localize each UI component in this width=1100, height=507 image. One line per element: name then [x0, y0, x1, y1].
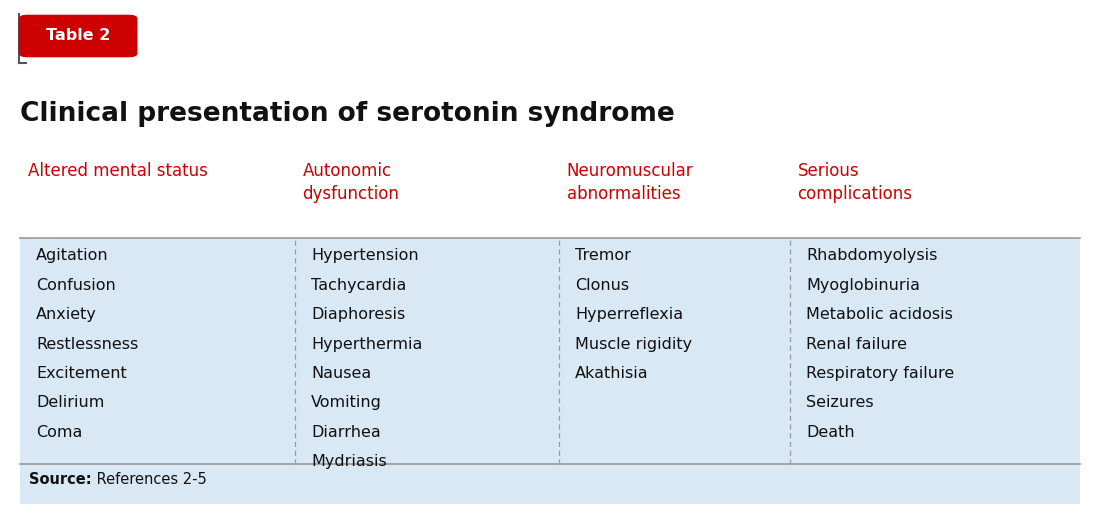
- Bar: [20, 238, 1080, 504]
- Text: Renal failure: Renal failure: [806, 337, 907, 352]
- Text: Excitement: Excitement: [36, 366, 128, 381]
- Text: Seizures: Seizures: [806, 395, 873, 411]
- Text: Rhabdomyolysis: Rhabdomyolysis: [806, 248, 937, 264]
- Text: Delirium: Delirium: [36, 395, 104, 411]
- Text: Clinical presentation of serotonin syndrome: Clinical presentation of serotonin syndr…: [20, 101, 674, 127]
- Text: Serious
complications: Serious complications: [798, 162, 913, 203]
- Text: Anxiety: Anxiety: [36, 307, 97, 322]
- Text: Altered mental status: Altered mental status: [28, 162, 208, 180]
- Text: Diarrhea: Diarrhea: [311, 425, 381, 440]
- Text: Death: Death: [806, 425, 855, 440]
- Text: Table 2: Table 2: [46, 28, 110, 44]
- Text: Muscle rigidity: Muscle rigidity: [575, 337, 692, 352]
- Text: Respiratory failure: Respiratory failure: [806, 366, 955, 381]
- Text: Diaphoresis: Diaphoresis: [311, 307, 406, 322]
- Text: References 2-5: References 2-5: [92, 472, 207, 487]
- Text: Metabolic acidosis: Metabolic acidosis: [806, 307, 954, 322]
- Text: Hyperreflexia: Hyperreflexia: [575, 307, 683, 322]
- Text: Hypertension: Hypertension: [311, 248, 419, 264]
- Text: Restlessness: Restlessness: [36, 337, 139, 352]
- Text: Tremor: Tremor: [575, 248, 631, 264]
- Text: Neuromuscular
abnormalities: Neuromuscular abnormalities: [566, 162, 693, 203]
- Text: Coma: Coma: [36, 425, 82, 440]
- Text: Autonomic
dysfunction: Autonomic dysfunction: [302, 162, 399, 203]
- Text: Tachycardia: Tachycardia: [311, 278, 407, 293]
- FancyBboxPatch shape: [19, 15, 138, 57]
- Text: Source:: Source:: [29, 472, 91, 487]
- Text: Clonus: Clonus: [575, 278, 629, 293]
- Text: Confusion: Confusion: [36, 278, 117, 293]
- Text: Mydriasis: Mydriasis: [311, 454, 387, 469]
- Text: Agitation: Agitation: [36, 248, 109, 264]
- Text: Vomiting: Vomiting: [311, 395, 382, 411]
- Text: Myoglobinuria: Myoglobinuria: [806, 278, 921, 293]
- Text: Hyperthermia: Hyperthermia: [311, 337, 422, 352]
- Text: Akathisia: Akathisia: [575, 366, 649, 381]
- Text: Nausea: Nausea: [311, 366, 372, 381]
